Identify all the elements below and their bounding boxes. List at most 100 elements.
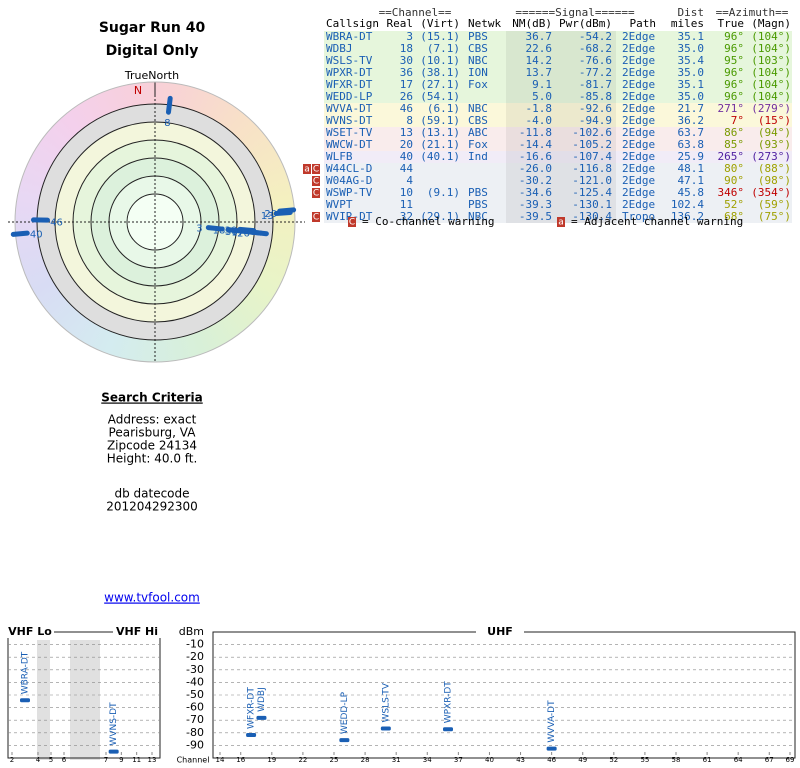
link[interactable]: www.tvfool.com [104, 591, 200, 605]
warning-text: C [313, 165, 319, 175]
cell-pwr: -121.0 [572, 174, 612, 187]
cell-nm: -1.8 [526, 102, 553, 115]
cell-nm: -39.3 [519, 198, 552, 211]
search-line: Height: 40.0 ft. [107, 452, 198, 466]
section-header: UHF [487, 625, 513, 638]
signal-cell [506, 139, 616, 151]
column-header: Pwr(dBm) [559, 17, 612, 30]
spectrum-label: WVNS-DT [109, 702, 119, 746]
cell-pwr: -92.6 [579, 102, 612, 115]
column-header: True [718, 17, 745, 30]
cell-true: 80° [724, 162, 744, 175]
cell-path: 2Edge [622, 174, 655, 187]
cell-true: 68° [724, 210, 744, 223]
table-row [324, 43, 792, 55]
cell-callsign: WVNS-DT [326, 114, 373, 127]
cell-path: 2Edge [622, 186, 655, 199]
cell-true: 86° [724, 126, 744, 139]
x-tick-label: 52 [609, 756, 618, 764]
cell-path: 2Edge [622, 114, 655, 127]
table-row [324, 139, 792, 151]
y-tick-label: -50 [186, 688, 204, 701]
section-header: VHF Hi [116, 625, 158, 638]
table-row [324, 115, 792, 127]
cell-nm: -39.5 [519, 210, 552, 223]
cell-true: 96° [724, 90, 744, 103]
y-axis-label: dBm [179, 625, 204, 638]
signal-cell [506, 187, 616, 199]
y-tick-label: -10 [186, 638, 204, 651]
cell-true: 96° [724, 78, 744, 91]
polar-outline [14, 81, 296, 363]
cell-real: 10 [400, 186, 413, 199]
signal-cell [506, 115, 616, 127]
cell-dist: 136.2 [671, 210, 704, 223]
cell-real: 18 [400, 42, 413, 55]
cell-magn: (104°) [751, 66, 791, 79]
table-row [324, 151, 792, 163]
signal-cell [506, 43, 616, 55]
polar-label: 17 [231, 228, 244, 239]
cell-real: 32 [400, 210, 413, 223]
warning-icon [312, 188, 320, 198]
y-tick-label: -80 [186, 726, 204, 739]
polar-marker [165, 95, 173, 115]
cell-true: 95° [724, 54, 744, 67]
cell-nm: 13.7 [526, 66, 553, 79]
x-tick-label: 16 [236, 756, 245, 764]
cell-dist: 63.7 [678, 126, 705, 139]
cell-callsign: WLFB [326, 150, 353, 163]
x-axis-label: Channel [177, 756, 210, 765]
spectrum-bar [246, 732, 257, 737]
section-header-bg [476, 626, 524, 638]
cell-pwr: -76.6 [579, 54, 612, 67]
section-header-bg [113, 626, 161, 638]
cell-pwr: -85.8 [579, 90, 612, 103]
cell-magn: (103°) [751, 54, 791, 67]
cell-callsign: WFXR-DT [326, 78, 373, 91]
unused-band [70, 640, 100, 760]
warning-icon [312, 176, 320, 186]
cell-pwr: -77.2 [579, 66, 612, 79]
x-tick-label: 7 [104, 756, 108, 764]
cell-netwk: PBS [468, 186, 488, 199]
x-tick-label: 25 [330, 756, 339, 764]
cell-dist: 35.1 [678, 30, 705, 43]
group-header: Dist [678, 6, 705, 19]
cell-real: 11 [400, 198, 413, 211]
search-line: Address: exact [108, 413, 197, 427]
cell-real: 26 [400, 90, 413, 103]
search-heading: Search Criteria [101, 391, 202, 405]
polar-label: 30 [224, 226, 237, 237]
cell-magn: (104°) [751, 90, 791, 103]
column-header: Callsign [326, 17, 379, 30]
x-tick-label: 19 [267, 756, 276, 764]
column-header: NM(dB) [512, 17, 552, 30]
cell-callsign: W44CL-D [326, 162, 372, 175]
cell-virt: (38.1) [420, 66, 460, 79]
cell-netwk: NBC [468, 102, 488, 115]
cell-virt: (54.1) [420, 90, 460, 103]
polar-marker [249, 229, 269, 237]
cell-netwk: ION [468, 66, 488, 79]
cell-dist: 36.2 [678, 114, 705, 127]
x-tick-label: 55 [640, 756, 649, 764]
x-tick-label: 22 [298, 756, 307, 764]
cell-virt: (29.1) [420, 210, 460, 223]
x-tick-label: 9 [119, 756, 123, 764]
cell-magn: (75°) [758, 210, 791, 223]
cell-true: 265° [718, 150, 745, 163]
column-header: (Virt) [420, 17, 460, 30]
polar-marker [10, 230, 30, 237]
cell-dist: 63.8 [678, 138, 705, 151]
x-tick-label: 67 [765, 756, 774, 764]
warning-text: C [313, 213, 319, 223]
group-header: ==Channel== [379, 6, 452, 19]
cell-dist: 35.0 [678, 90, 705, 103]
cell-path: 2Edge [622, 54, 655, 67]
signal-cell [506, 31, 616, 43]
legend-text: = Co-channel warning [362, 215, 494, 228]
polar-label: 26 [237, 228, 250, 239]
cell-true: 7° [731, 114, 744, 127]
polar-label: 18 [213, 226, 226, 237]
